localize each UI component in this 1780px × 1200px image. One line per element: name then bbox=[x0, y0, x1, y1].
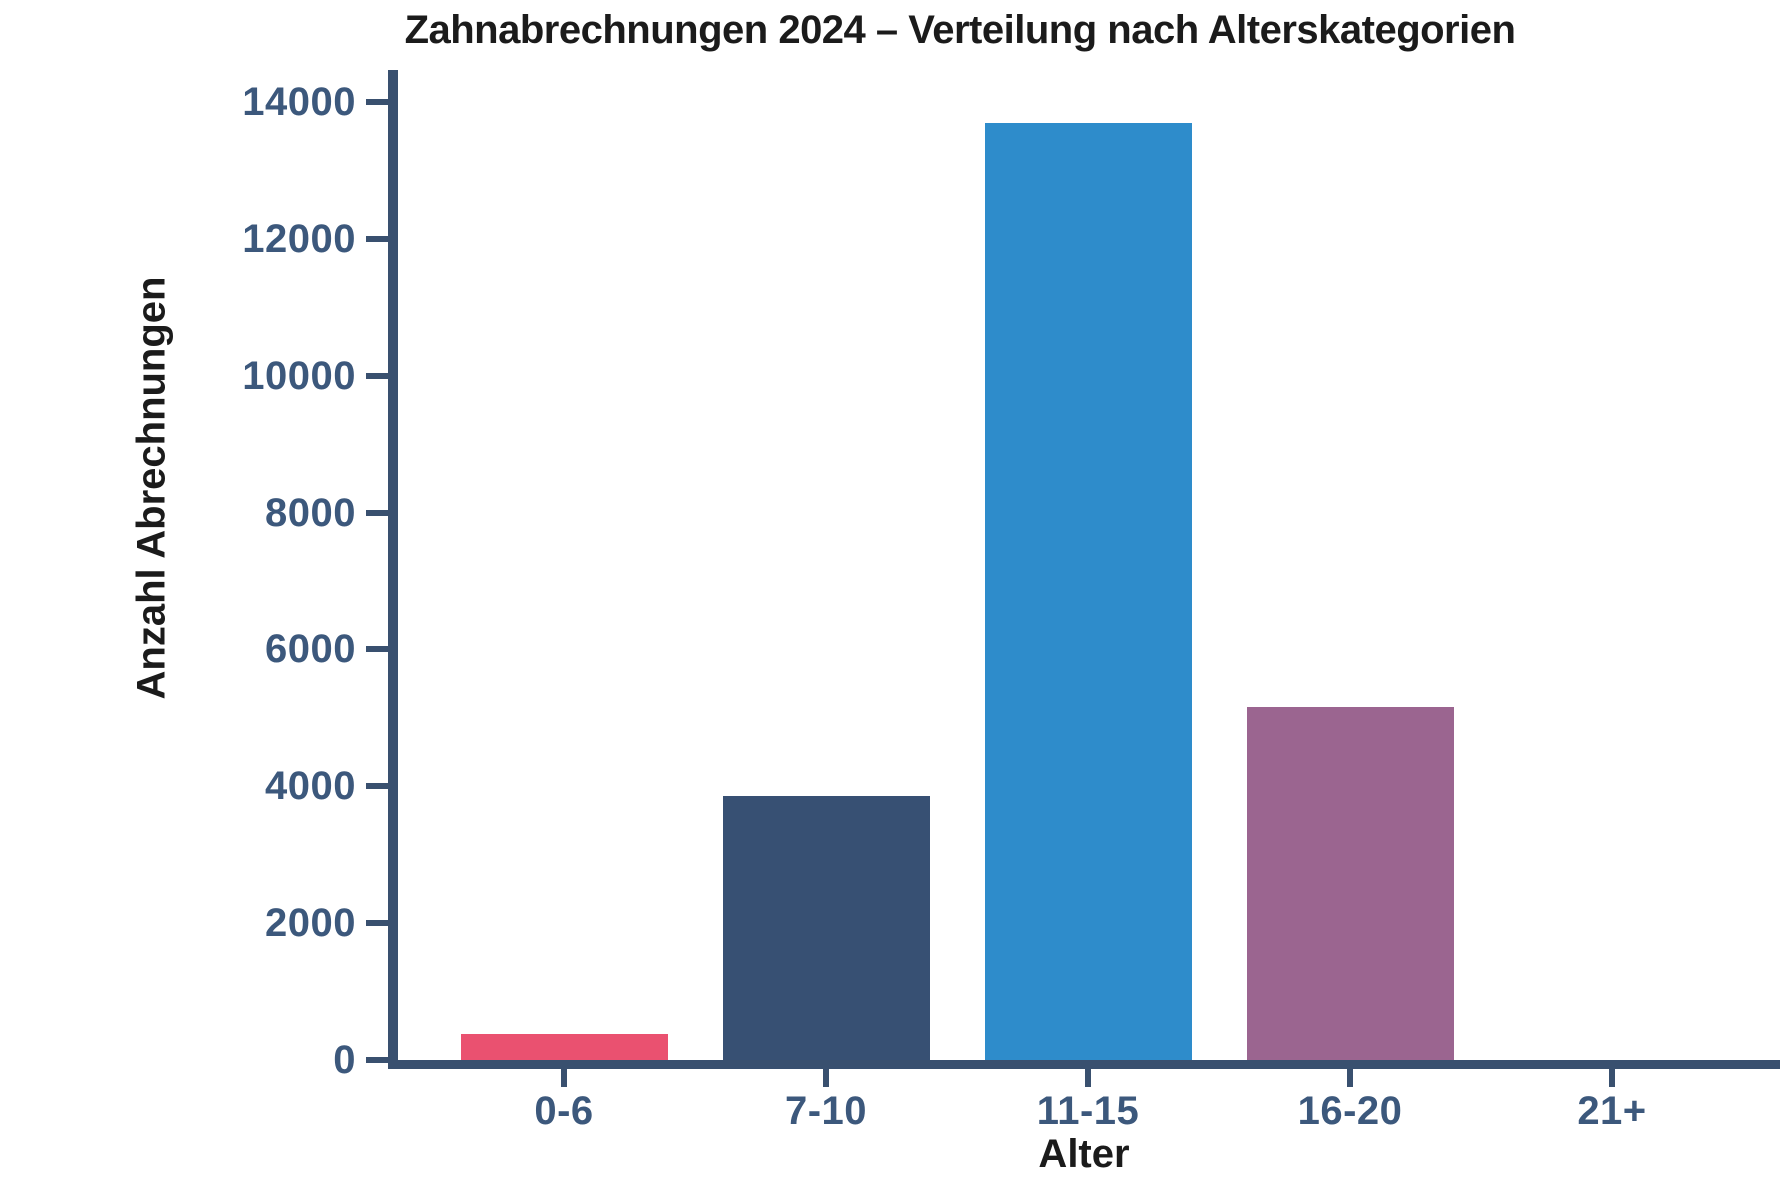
y-axis-spine bbox=[388, 70, 398, 1069]
y-tick-mark bbox=[366, 509, 388, 516]
y-tick-label: 14000 bbox=[242, 80, 356, 124]
y-tick-label: 8000 bbox=[265, 490, 356, 535]
x-tick-mark bbox=[561, 1069, 567, 1087]
y-tick-label: 6000 bbox=[265, 627, 356, 672]
y-tick-mark bbox=[366, 1057, 388, 1063]
x-tick-mark bbox=[1085, 1069, 1091, 1087]
bar-7-10 bbox=[722, 796, 930, 1060]
y-tick-mark bbox=[366, 783, 388, 790]
x-tick-label-21+: 21+ bbox=[1577, 1089, 1647, 1133]
x-tick-label-16-20: 16-20 bbox=[1297, 1089, 1403, 1133]
x-tick-mark bbox=[1609, 1069, 1615, 1087]
bar-16-20 bbox=[1246, 707, 1454, 1060]
y-tick-mark bbox=[366, 372, 388, 379]
bar-11-15 bbox=[984, 123, 1192, 1060]
x-tick-label-7-10: 7-10 bbox=[784, 1089, 868, 1133]
y-tick-mark bbox=[366, 920, 388, 927]
y-tick-label: 4000 bbox=[265, 764, 356, 809]
x-tick-label-0-6: 0-6 bbox=[534, 1089, 594, 1133]
chart-title: Zahnabrechnungen 2024 – Verteilung nach … bbox=[404, 8, 1516, 52]
y-tick-label: 10000 bbox=[242, 353, 356, 398]
y-tick-label: 2000 bbox=[265, 901, 356, 946]
y-tick-mark bbox=[366, 235, 388, 242]
y-tick-mark bbox=[366, 646, 388, 653]
y-tick-label: 0 bbox=[333, 1038, 356, 1082]
x-tick-label-11-15: 11-15 bbox=[1036, 1089, 1140, 1133]
y-tick-label: 12000 bbox=[242, 216, 356, 261]
x-axis-spine bbox=[388, 1060, 1780, 1069]
y-tick-mark bbox=[366, 99, 388, 105]
x-tick-mark bbox=[823, 1069, 829, 1087]
x-axis-label: Alter bbox=[1038, 1132, 1130, 1176]
x-tick-mark bbox=[1347, 1069, 1353, 1087]
bar-0-6 bbox=[460, 1034, 668, 1060]
